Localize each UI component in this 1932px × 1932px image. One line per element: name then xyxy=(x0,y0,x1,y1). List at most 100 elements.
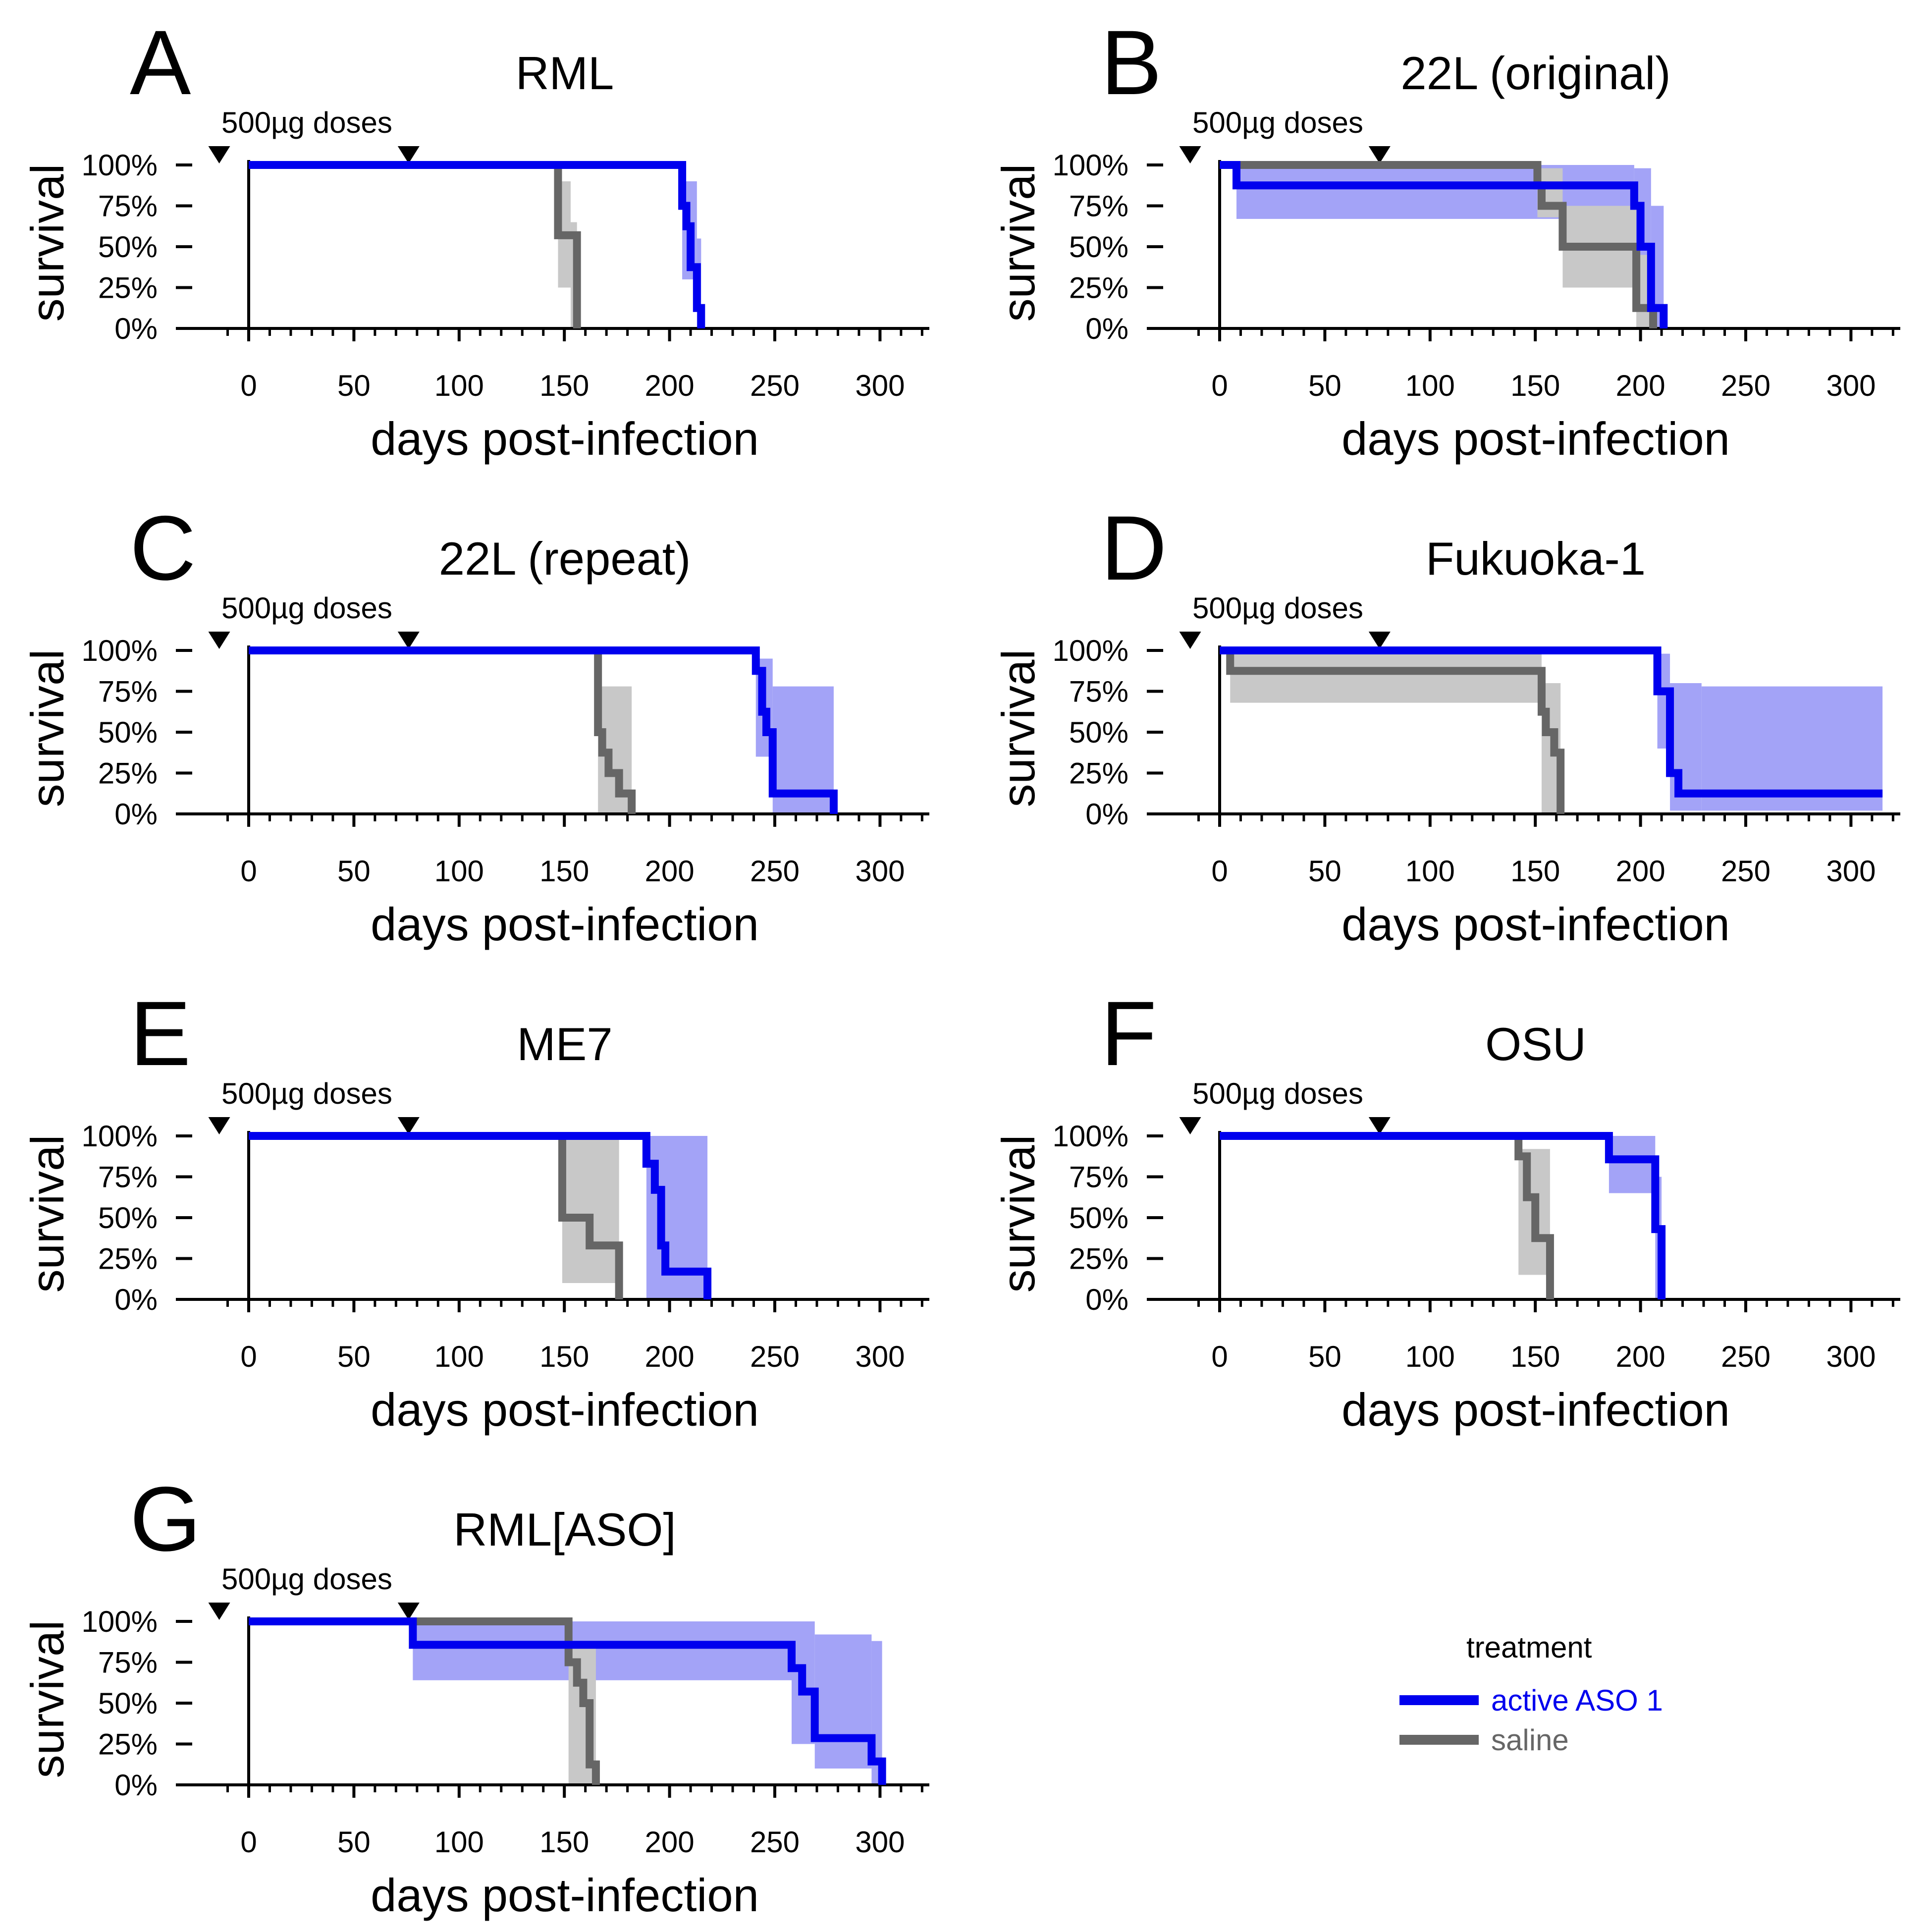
x-tick-label: 150 xyxy=(539,855,589,888)
y-tick-label: 75% xyxy=(1069,1161,1128,1194)
y-axis-label: survival xyxy=(992,1135,1044,1293)
y-tick-label: 75% xyxy=(1069,190,1128,223)
y-tick-label: 100% xyxy=(82,1120,158,1153)
x-tick-label: 250 xyxy=(750,1825,800,1859)
x-tick-label: 200 xyxy=(1616,855,1665,888)
panel-letter: E xyxy=(130,983,191,1085)
x-tick-label: 50 xyxy=(1308,855,1342,888)
dose-label: 500µg doses xyxy=(221,591,392,625)
x-axis-label: days post-infection xyxy=(371,898,759,950)
panel-title: 22L (original) xyxy=(1400,47,1670,99)
panel-letter: G xyxy=(130,1468,201,1570)
x-tick-label: 100 xyxy=(434,369,484,402)
panel-title: RML xyxy=(516,47,614,99)
x-tick-label: 50 xyxy=(337,1340,371,1373)
y-tick-label: 75% xyxy=(1069,675,1128,708)
dose-label: 500µg doses xyxy=(221,1562,392,1596)
x-tick-label: 300 xyxy=(855,855,905,888)
survival-curve-active xyxy=(249,1132,712,1299)
x-tick-label: 300 xyxy=(855,1825,905,1859)
x-tick-label: 200 xyxy=(645,1340,695,1373)
y-axis-label: survival xyxy=(21,1135,73,1293)
survival-curve-saline xyxy=(1220,646,1565,814)
dose-marker-icon xyxy=(208,146,230,163)
y-tick-label: 25% xyxy=(1069,271,1128,305)
dose-marker-icon xyxy=(1179,632,1201,649)
y-tick-label: 50% xyxy=(1069,230,1128,264)
dose-label: 500µg doses xyxy=(1192,1077,1363,1110)
panel-title: ME7 xyxy=(517,1018,612,1070)
x-tick-label: 0 xyxy=(1211,855,1228,888)
panel-title: Fukuoka-1 xyxy=(1426,533,1646,585)
panel-c: 0 50 100 150 200 250 300 0% 25% 50% 75% 100% 500µg d… xyxy=(21,497,929,950)
x-tick-label: 250 xyxy=(750,369,800,402)
dose-marker-icon xyxy=(397,1117,420,1134)
x-axis-label: days post-infection xyxy=(1342,1384,1730,1436)
panel-letter: C xyxy=(130,497,196,599)
ci-band-active xyxy=(1609,1136,1656,1193)
ci-band-saline xyxy=(1230,650,1542,703)
x-tick-label: 200 xyxy=(645,369,695,402)
y-tick-label: 75% xyxy=(98,1161,158,1194)
x-axis-label: days post-infection xyxy=(371,1869,759,1921)
y-tick-label: 25% xyxy=(1069,1242,1128,1276)
y-axis-label: survival xyxy=(21,649,73,807)
survival-curve-active xyxy=(249,161,705,328)
panel-letter: B xyxy=(1101,12,1162,114)
x-tick-label: 300 xyxy=(1826,1340,1876,1373)
survival-curve-saline xyxy=(1220,1132,1554,1299)
y-tick-label: 25% xyxy=(98,271,158,305)
x-axis-label: days post-infection xyxy=(1342,898,1730,950)
panel-a: 0 50 100 150 200 250 300 0% 25% 50% 75% 100% 500µg d… xyxy=(21,12,929,465)
y-tick-label: 50% xyxy=(98,716,158,749)
legend-title: treatment xyxy=(1466,1631,1592,1664)
y-axis-label: survival xyxy=(992,649,1044,807)
y-tick-label: 50% xyxy=(98,1687,158,1720)
x-tick-label: 300 xyxy=(855,369,905,402)
dose-marker-icon xyxy=(208,1117,230,1134)
y-tick-label: 75% xyxy=(98,1646,158,1679)
x-tick-label: 150 xyxy=(539,369,589,402)
x-tick-label: 200 xyxy=(645,1825,695,1859)
y-tick-label: 50% xyxy=(1069,1201,1128,1234)
panel-title: RML[ASO] xyxy=(453,1503,676,1556)
legend: treatment active ASO 1 saline xyxy=(1399,1631,1663,1757)
y-tick-label: 100% xyxy=(1053,634,1128,667)
y-tick-label: 100% xyxy=(82,149,158,182)
y-tick-label: 100% xyxy=(82,634,158,667)
x-tick-label: 250 xyxy=(1721,1340,1771,1373)
panel-letter: F xyxy=(1101,983,1157,1085)
panel-title: OSU xyxy=(1485,1018,1586,1070)
dose-label: 500µg doses xyxy=(221,106,392,139)
x-tick-label: 100 xyxy=(434,1825,484,1859)
y-tick-label: 0% xyxy=(114,1769,158,1802)
x-tick-label: 200 xyxy=(1616,1340,1665,1373)
dose-marker-icon xyxy=(397,632,420,649)
y-axis-label: survival xyxy=(21,164,73,322)
x-tick-label: 100 xyxy=(1405,369,1455,402)
x-tick-label: 100 xyxy=(434,1340,484,1373)
dose-marker-icon xyxy=(1368,146,1391,163)
y-tick-label: 100% xyxy=(1053,1120,1128,1153)
y-tick-label: 75% xyxy=(98,675,158,708)
y-tick-label: 50% xyxy=(98,230,158,264)
y-tick-label: 0% xyxy=(1085,312,1128,345)
x-tick-label: 300 xyxy=(1826,855,1876,888)
legend-label-saline: saline xyxy=(1491,1723,1569,1757)
x-tick-label: 100 xyxy=(1405,855,1455,888)
panel-g: 0 50 100 150 200 250 300 0% 25% 50% 75% 100% 500µg d… xyxy=(21,1468,929,1921)
y-tick-label: 0% xyxy=(1085,798,1128,831)
dose-label: 500µg doses xyxy=(1192,106,1363,139)
panel-letter: D xyxy=(1101,497,1167,599)
y-tick-label: 0% xyxy=(1085,1283,1128,1316)
x-tick-label: 150 xyxy=(539,1340,589,1373)
survival-curve-saline xyxy=(249,646,636,814)
y-tick-label: 25% xyxy=(1069,757,1128,790)
ci-band-saline xyxy=(562,1136,619,1283)
x-tick-label: 0 xyxy=(240,1825,257,1859)
y-axis-label: survival xyxy=(21,1620,73,1778)
panel-f: 0 50 100 150 200 250 300 0% 25% 50% 75% 100% 500µg d… xyxy=(992,983,1900,1436)
x-tick-label: 250 xyxy=(1721,855,1771,888)
y-tick-label: 75% xyxy=(98,190,158,223)
x-tick-label: 0 xyxy=(240,1340,257,1373)
